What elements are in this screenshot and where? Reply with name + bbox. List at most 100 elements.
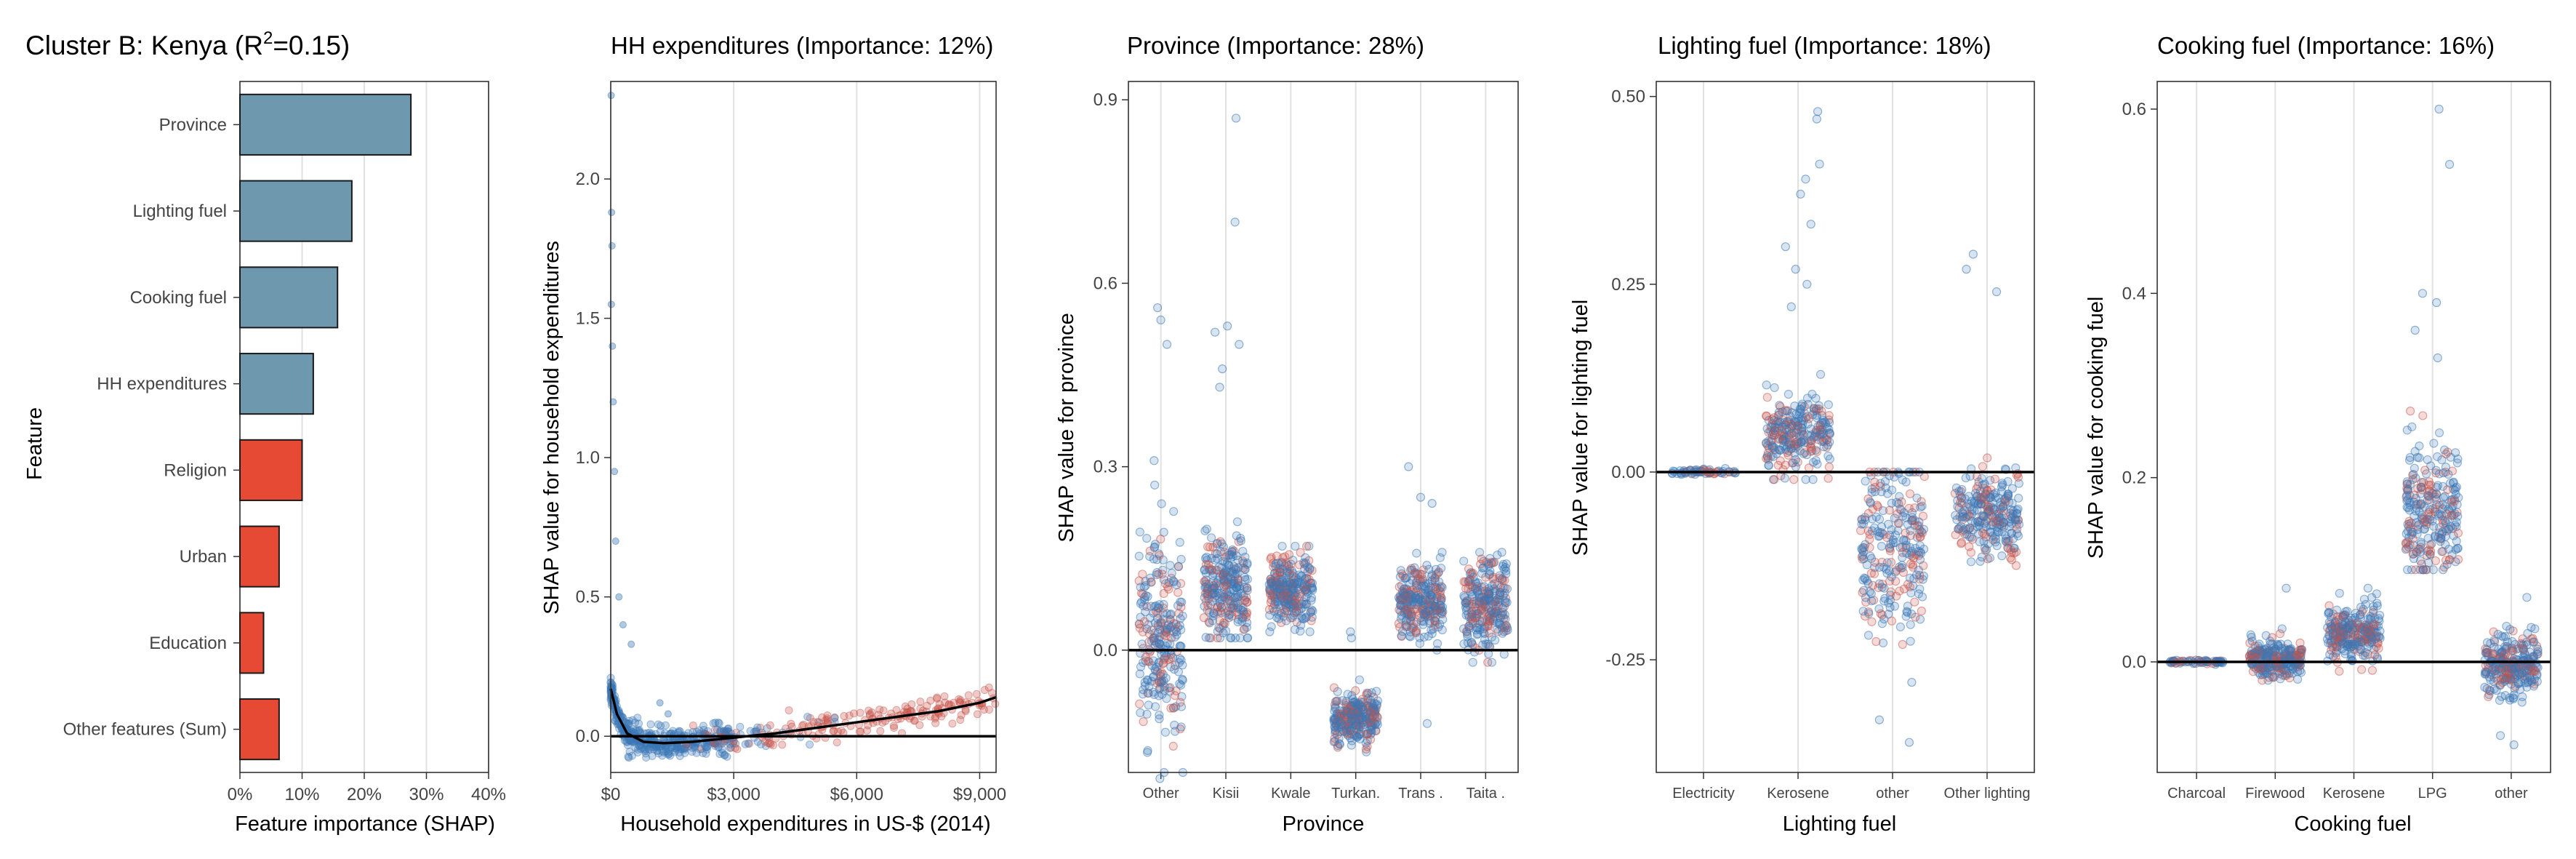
panel-2-point (1477, 569, 1487, 578)
panel-2-category-label: Kwale (1271, 786, 1310, 802)
panel-3-point (2007, 484, 2017, 493)
panel-4-point (2431, 466, 2441, 475)
panel-3-points (1667, 107, 2024, 747)
panel-2-point (1435, 553, 1445, 562)
panel-2-point (1264, 580, 1274, 589)
panel-4-point (2423, 455, 2432, 465)
panel-2-point (1172, 580, 1181, 590)
panel-3-point (1781, 242, 1790, 252)
panel-4-point (2436, 509, 2445, 519)
panel-4-point (2261, 631, 2271, 640)
panel-4-point (2363, 626, 2372, 636)
panel-1-xlabel: Household expenditures in US-$ (2014) (620, 812, 990, 836)
panel-2-category-label: Turkan. (1331, 786, 1380, 802)
panel-1-point (935, 700, 944, 708)
panel-1-point (688, 743, 697, 752)
panel-4-point (2418, 411, 2428, 420)
panel-3-point (1898, 553, 1907, 562)
panel-3-xlabel: Lighting fuel (1783, 812, 1896, 836)
panel-2-point (1347, 740, 1356, 750)
panel-1-point (889, 722, 898, 730)
panel-3-point (1980, 479, 1989, 489)
panel-2-point (1291, 588, 1300, 598)
panel-4-point (2282, 671, 2292, 680)
panel-1-point (611, 538, 619, 546)
panel-4-point (2435, 428, 2444, 438)
panel-1-point (961, 707, 970, 716)
panel-4-point (2441, 518, 2451, 527)
panel-1-point (972, 690, 981, 698)
panel-3-point (1812, 114, 1821, 124)
panel-1-point (806, 740, 814, 749)
panel-1-point (695, 745, 704, 754)
panel-4-point (2405, 479, 2415, 490)
panel-2-point (1429, 609, 1438, 618)
panel-3-category-label: other (1876, 786, 1909, 802)
panel-2-point (1273, 558, 1283, 568)
panel-1-point (634, 726, 643, 735)
panel-1-point (901, 702, 910, 711)
panel-2-point (1478, 640, 1488, 650)
panel-2-point (1144, 700, 1153, 710)
panel-2-point (1274, 610, 1283, 619)
panel-4-point (2452, 536, 2461, 546)
panel-1-ytick-label: 0.5 (576, 588, 600, 607)
panel-3-ylabel: SHAP value for lighting fuel (1569, 300, 1592, 556)
panel-2-point (1157, 499, 1166, 508)
panel-3-point (1868, 580, 1877, 590)
panel-2-point (1240, 596, 1249, 605)
panel-2-point (1173, 588, 1183, 597)
panel-4-point (2340, 649, 2350, 659)
panel-2-point (1468, 658, 1477, 667)
panel-0-category-label: Lighting fuel (133, 201, 227, 221)
panel-1-point (933, 694, 942, 703)
panel-2-point (1142, 748, 1152, 757)
panel-1-point (964, 691, 973, 700)
panel-4-point (2356, 637, 2366, 647)
panel-2-point (1266, 590, 1275, 599)
panel-2-point (1281, 558, 1291, 567)
panel-3-point (1965, 502, 1975, 511)
panel-4-point (2246, 630, 2255, 639)
panel-2-point (1231, 570, 1240, 579)
panel-2-point (1355, 675, 1364, 684)
panel-1-xtick-label: $0 (601, 785, 621, 804)
panel-1-point (714, 719, 723, 727)
panel-3-point (2007, 548, 2016, 557)
panel-2-point (1438, 615, 1448, 624)
panel-2-point (1139, 717, 1148, 727)
panel-3-point (1823, 400, 1833, 409)
panel-3-point (1770, 383, 1779, 393)
panel-1-point (607, 680, 616, 689)
panel-4-point (2254, 648, 2263, 658)
panel-3-point (1975, 556, 1985, 566)
panel-3-point (1896, 506, 1906, 515)
panel-3-point (1786, 302, 1796, 311)
panel-2-point (1407, 564, 1416, 573)
panel-2-point (1501, 566, 1511, 575)
panel-3-point (1957, 484, 1967, 495)
panel-3-point (1764, 460, 1773, 471)
panel-2-point (1500, 588, 1509, 598)
panel-1-point (635, 726, 644, 735)
panel-4-point (2420, 466, 2430, 475)
panel-1-point (664, 710, 672, 718)
panel-3-point (1815, 159, 1824, 169)
panel-2-point (1419, 609, 1429, 619)
panel-4-ytick-label: 0.6 (2122, 100, 2146, 119)
panel-2-point (1282, 578, 1291, 587)
panel-3-point (1788, 421, 1797, 431)
cooking-fuel-panel: Cooking fuel (Importance: 16%) SHAP valu… (2085, 32, 2551, 836)
panel-1-point (678, 745, 687, 754)
panel-1-point (955, 695, 963, 703)
panel-1-point (723, 752, 731, 761)
panel-1-point (763, 724, 771, 732)
panel-2-point (1150, 480, 1160, 490)
panel-2-point (1153, 303, 1163, 313)
panel-2-point (1141, 580, 1150, 591)
panel-2-plot-frame (1128, 81, 1519, 773)
panel-1-point (731, 743, 739, 752)
panel-4-point (2451, 557, 2460, 567)
panel-3-point (1814, 401, 1823, 410)
panel-1-xtick-label: $3,000 (707, 785, 760, 804)
